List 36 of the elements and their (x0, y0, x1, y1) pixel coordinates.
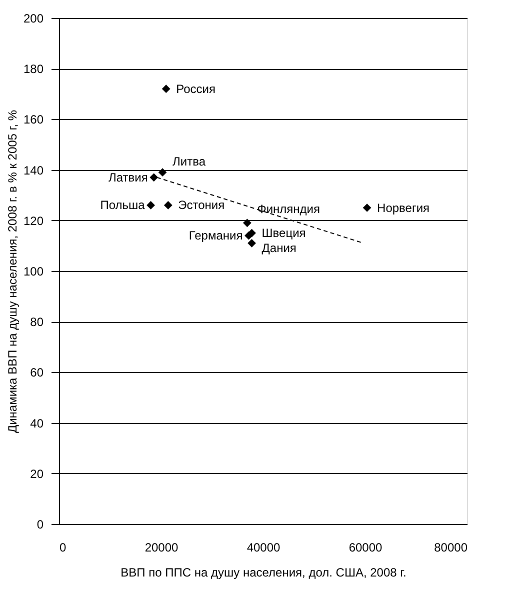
annotation: Литва (172, 154, 206, 168)
point (162, 84, 170, 94)
y-tick-label: 40 (30, 416, 44, 430)
y-tick-label: 140 (23, 163, 44, 178)
annotation: Финляндия (257, 202, 320, 216)
y-tick-label: 20 (30, 466, 44, 481)
y-tick-label: 200 (23, 12, 44, 26)
y-tick-label: 60 (30, 366, 44, 380)
annotation: Германия (188, 228, 243, 243)
annotation: Эстония (178, 198, 225, 212)
y-tick-label: 160 (23, 112, 44, 127)
point (164, 201, 172, 210)
y-tick-label: 120 (23, 214, 44, 228)
annotation: Польша (100, 198, 146, 212)
point (362, 204, 372, 212)
x-axis-title: ВВП по ППС на душу населения, дол. США, 2008 г. (120, 566, 406, 580)
annotation: Швеция (262, 226, 306, 240)
x-tick-label: 40000 (246, 540, 281, 554)
annotation: Россия (176, 82, 216, 96)
y-tick-label: 0 (36, 518, 44, 532)
annotation: Норвегия (377, 200, 430, 215)
x-tick-label: 60000 (348, 540, 383, 554)
annotation: Латвия (108, 170, 148, 184)
x-tick-label: 20000 (144, 540, 179, 554)
y-axis-title: Динамика ВВП на душу населения, 2008 г. в % к 2005 г, % (5, 110, 20, 434)
point (248, 238, 256, 248)
y-tick-label: 80 (30, 315, 44, 330)
point (150, 173, 158, 182)
annotation: Дания (262, 241, 296, 256)
point (243, 218, 252, 228)
x-tick-label: 80000 (434, 540, 468, 554)
y-tick-label: 100 (23, 264, 44, 278)
point (158, 168, 167, 177)
point (146, 201, 155, 210)
y-tick-label: 180 (23, 62, 44, 76)
x-tick-label: 0 (60, 540, 66, 554)
